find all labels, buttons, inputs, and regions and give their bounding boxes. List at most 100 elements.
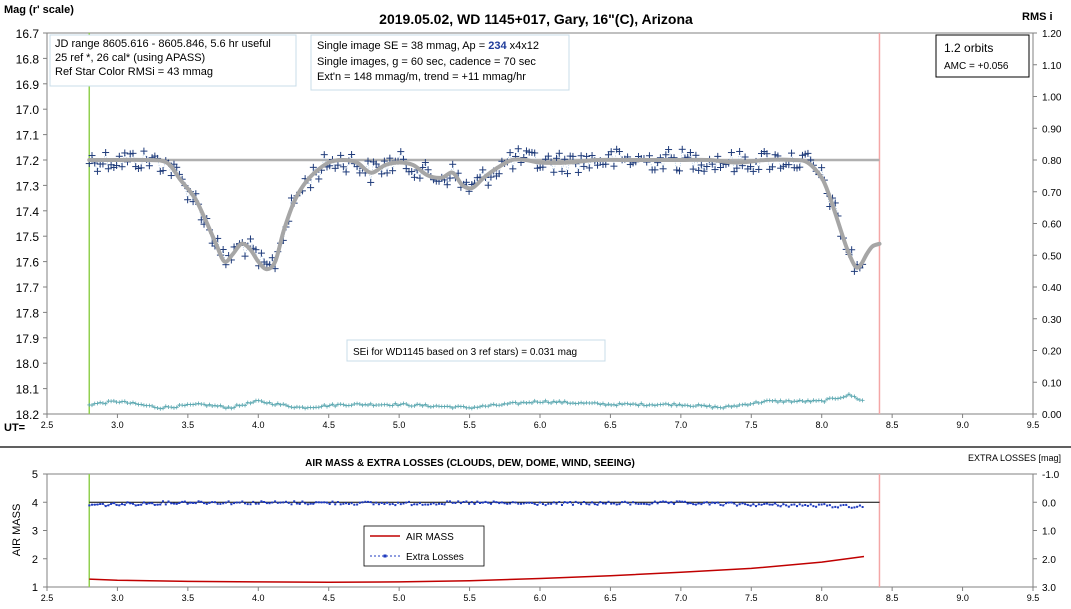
x-tick-label: 7.5 (745, 593, 758, 603)
rms-point (385, 402, 390, 407)
data-point (763, 150, 771, 158)
y-tick-label: 3 (32, 526, 38, 538)
loss-point (711, 501, 714, 504)
loss-point (279, 501, 282, 504)
rms-point (732, 403, 737, 408)
loss-point (151, 502, 154, 505)
rms-point (611, 402, 616, 407)
loss-point (550, 502, 553, 505)
loss-point (498, 502, 501, 505)
loss-point (356, 503, 359, 506)
rms-point (371, 403, 376, 408)
rms-point (729, 404, 734, 409)
loss-point (755, 505, 757, 508)
loss-point (847, 506, 850, 509)
loss-point (309, 502, 312, 505)
data-point (615, 148, 623, 156)
rms-point (707, 403, 712, 408)
x-tick-label: 8.5 (886, 420, 899, 430)
loss-point (443, 503, 446, 506)
rms-point (713, 404, 718, 409)
top-vertical-markers (88, 33, 881, 414)
rms-point (488, 402, 493, 407)
rms-point (475, 405, 480, 410)
top-axis-ticks: 2.5 3.0 3.5 4.0 4.5 5.0 5.5 6.0 6.5 7.0 7.5 8.0 8.5 9… (16, 27, 1062, 430)
loss-point (276, 501, 279, 504)
y2-tick-label: 0.10 (1042, 378, 1062, 389)
y2-tick-label: 0.00 (1042, 410, 1062, 421)
rms-point (141, 403, 146, 408)
rms-point (196, 401, 201, 406)
y-tick-label: 16.8 (16, 52, 40, 66)
y-tick-label: 17.7 (16, 281, 40, 295)
rms-point (754, 399, 759, 404)
loss-point (391, 502, 394, 505)
data-point (714, 152, 722, 160)
loss-point (287, 501, 290, 504)
loss-point (451, 501, 454, 504)
loss-point (850, 506, 853, 509)
data-point (145, 162, 153, 170)
rms-point (98, 400, 103, 405)
top-y-axis-label: Mag (r' scale) (4, 4, 74, 16)
loss-point (834, 505, 837, 508)
loss-point (853, 506, 856, 509)
loss-point (648, 503, 651, 506)
loss-point (817, 503, 820, 506)
rms-point (674, 403, 679, 408)
data-point (509, 165, 517, 173)
loss-point (271, 501, 274, 504)
rms-point (191, 402, 196, 407)
info-line: Ext'n = 148 mmag/m, trend = +11 mmag/hr (317, 71, 526, 83)
y-tick-label: 17.6 (16, 256, 40, 270)
y-tick-label: 17.0 (16, 103, 40, 117)
data-point (818, 164, 826, 172)
data-point (443, 181, 451, 189)
data-point (118, 163, 126, 171)
loss-point (621, 501, 624, 504)
loss-point (582, 501, 585, 503)
rms-point (680, 403, 685, 408)
loss-point (552, 501, 555, 504)
rms-point (549, 401, 554, 406)
rms-point (773, 398, 778, 403)
loss-point (224, 501, 227, 504)
loss-point (473, 503, 476, 505)
loss-point (479, 502, 481, 504)
loss-point (815, 505, 818, 508)
loss-point (219, 502, 222, 505)
loss-point (544, 504, 547, 507)
loss-point (126, 501, 129, 504)
rms-point (551, 399, 556, 404)
top-chart-title: 2019.05.02, WD 1145+017, Gary, 16"(C), A… (379, 11, 693, 27)
x-tick-label: 3.5 (182, 593, 195, 603)
rms-point (734, 404, 739, 409)
loss-point (741, 502, 744, 505)
loss-point (140, 503, 143, 506)
rms-point (450, 406, 455, 411)
loss-point (678, 500, 681, 503)
rms-point (702, 403, 707, 408)
loss-point (405, 501, 408, 504)
x-tick-label: 8.0 (815, 420, 828, 430)
info-line: 25 ref *, 26 cal* (using APASS) (55, 52, 205, 64)
rms-point (234, 402, 239, 407)
loss-point (91, 503, 93, 506)
data-point (320, 151, 328, 159)
loss-point (653, 500, 656, 503)
rms-point (174, 405, 179, 410)
loss-point (719, 503, 722, 506)
data-point (692, 151, 700, 159)
rms-point (319, 404, 324, 409)
data-point (342, 168, 350, 176)
rms-point (229, 406, 234, 411)
loss-point (178, 502, 181, 504)
data-point (716, 164, 724, 172)
data-point (334, 161, 342, 169)
loss-point (268, 502, 271, 505)
rms-point (767, 398, 772, 403)
legend-marker-losses (383, 554, 387, 558)
orbits-box: 1.2 orbits AMC = +0.056 (935, 34, 1030, 78)
rms-point (628, 402, 633, 407)
info-box-single-image: Single image SE = 38 mmag, Ap = 234 x4x1… (310, 34, 570, 91)
